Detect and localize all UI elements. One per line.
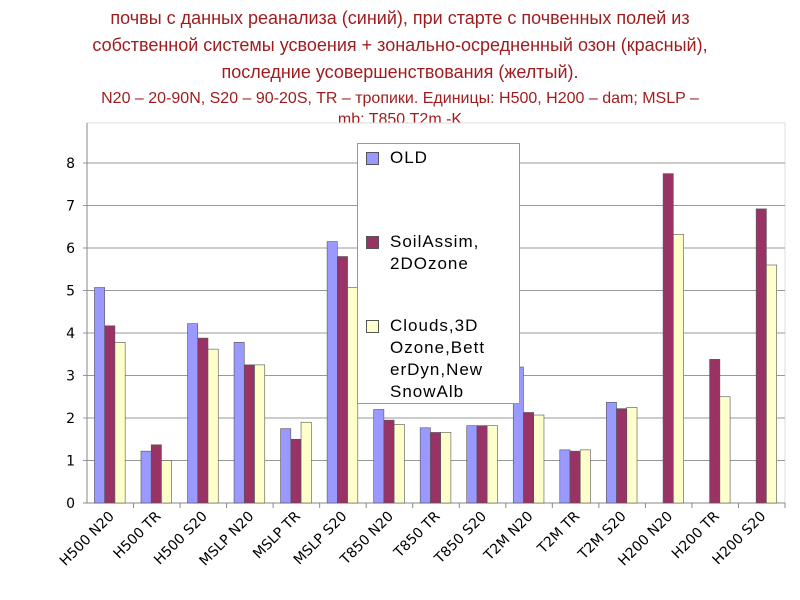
bar-soilassim bbox=[383, 419, 395, 504]
legend-label: Clouds,3D Ozone,Bett erDyn,New SnowAlb bbox=[390, 316, 486, 401]
y-tick-label: 0 bbox=[66, 496, 75, 512]
bar-soilassim bbox=[616, 408, 628, 504]
caption-line-4: N20 – 20-90N, S20 – 90-20S, TR – тропики… bbox=[101, 90, 699, 107]
bar-clouds bbox=[673, 234, 684, 504]
bar-soilassim bbox=[337, 256, 348, 504]
y-tick-label: 8 bbox=[66, 156, 75, 172]
caption-line-1: почвы с данных реанализа (синий), при ст… bbox=[110, 8, 690, 28]
bar-soilassim bbox=[709, 359, 721, 504]
bar-old bbox=[559, 449, 571, 504]
bar-clouds bbox=[579, 449, 591, 504]
bar-soilassim bbox=[104, 325, 116, 504]
legend-swatch bbox=[366, 152, 379, 165]
bar-soilassim bbox=[197, 337, 209, 504]
bar-clouds bbox=[114, 342, 126, 504]
bar-soilassim bbox=[243, 364, 255, 504]
bar-clouds bbox=[486, 425, 498, 504]
bar-clouds bbox=[719, 396, 731, 504]
chart-legend: OLD SoilAssim, 2DOzone Clouds,3D Ozone,B… bbox=[357, 143, 520, 404]
y-tick-label: 1 bbox=[66, 454, 75, 470]
y-tick-label: 3 bbox=[66, 369, 75, 385]
bar-soilassim bbox=[523, 412, 535, 504]
bar-clouds bbox=[533, 414, 545, 504]
bar-soilassim bbox=[290, 438, 302, 504]
legend-label: SoilAssim, 2DOzone bbox=[390, 232, 480, 273]
x-tick-label: H500 N20 bbox=[57, 509, 118, 570]
legend-label: OLD bbox=[390, 148, 428, 167]
bar-soilassim bbox=[476, 425, 488, 504]
bar-old bbox=[606, 401, 617, 504]
bar-old bbox=[140, 450, 152, 504]
bar-old bbox=[187, 323, 199, 504]
bar-soilassim bbox=[569, 450, 581, 504]
bar-clouds bbox=[161, 460, 172, 504]
legend-swatch bbox=[366, 236, 379, 249]
bar-old bbox=[280, 428, 292, 504]
bar-soilassim bbox=[430, 432, 441, 504]
y-tick-label: 4 bbox=[66, 326, 75, 342]
bar-clouds bbox=[207, 348, 219, 504]
bar-clouds bbox=[626, 407, 638, 504]
bar-soilassim bbox=[755, 208, 767, 504]
bar-soilassim bbox=[150, 444, 162, 504]
bar-old bbox=[373, 409, 385, 504]
caption-line-2: собственной системы усвоения + зонально-… bbox=[92, 35, 708, 55]
y-tick-label: 2 bbox=[66, 411, 75, 427]
legend-swatch bbox=[366, 320, 379, 333]
bar-old bbox=[94, 287, 105, 504]
bar-soilassim bbox=[662, 173, 674, 504]
bar-clouds bbox=[393, 424, 405, 504]
y-tick-label: 5 bbox=[66, 284, 75, 300]
bar-clouds bbox=[440, 432, 452, 504]
bar-old bbox=[326, 241, 338, 504]
bar-clouds bbox=[254, 364, 266, 504]
bar-old bbox=[466, 425, 478, 504]
x-tick-label: T2M N20 bbox=[480, 509, 536, 565]
bar-clouds bbox=[300, 421, 312, 504]
bar-clouds bbox=[766, 264, 777, 504]
bar-old bbox=[233, 342, 245, 504]
y-tick-label: 7 bbox=[66, 199, 75, 215]
y-tick-label: 6 bbox=[66, 241, 75, 257]
caption-line-3: последние усовершенствования (желтый). bbox=[221, 62, 579, 82]
bar-old bbox=[419, 427, 431, 504]
